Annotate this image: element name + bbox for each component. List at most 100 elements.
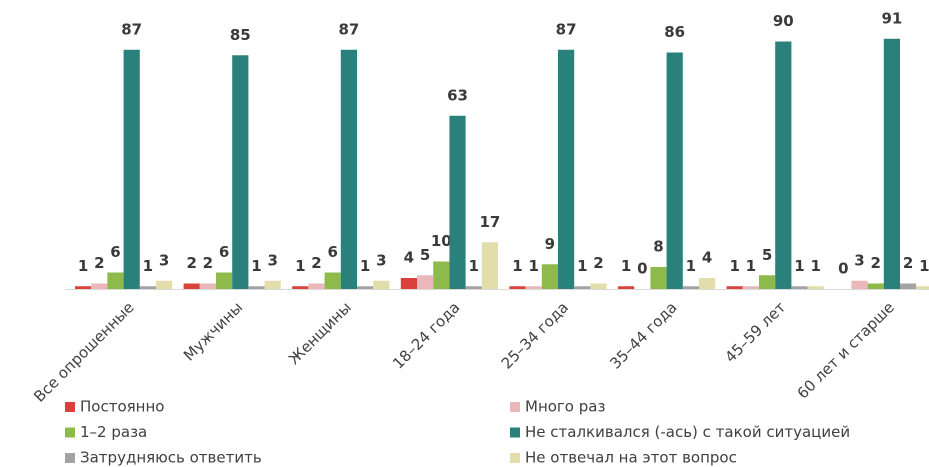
category-label: Мужчины xyxy=(180,298,246,364)
value-label: 6 xyxy=(110,243,120,261)
value-label: 1 xyxy=(810,257,820,275)
bar xyxy=(916,286,929,289)
value-label: 2 xyxy=(186,254,196,272)
value-label: 1 xyxy=(251,257,261,275)
value-label: 9 xyxy=(545,235,555,253)
bar xyxy=(883,38,900,289)
value-label: 3 xyxy=(376,251,386,269)
bar xyxy=(558,49,575,289)
bar xyxy=(232,55,249,289)
value-label: 2 xyxy=(593,254,603,272)
legend-swatch xyxy=(65,402,75,412)
bar xyxy=(465,286,482,289)
value-label: 1 xyxy=(621,257,631,275)
legend-swatch xyxy=(510,453,520,463)
category-label: 25–34 года xyxy=(498,298,572,372)
value-label: 1 xyxy=(295,257,305,275)
value-label: 90 xyxy=(773,12,794,30)
value-label: 2 xyxy=(870,254,880,272)
value-label: 1 xyxy=(512,257,522,275)
legend-label: Постоянно xyxy=(80,398,164,416)
value-label: 87 xyxy=(338,20,359,38)
value-label: 1 xyxy=(919,257,929,275)
bar xyxy=(75,286,92,289)
value-label: 8 xyxy=(653,238,663,256)
category-label: Все опрошенные xyxy=(30,298,137,405)
value-label: 1 xyxy=(468,257,478,275)
legend-label: Много раз xyxy=(525,398,605,416)
legend-swatch xyxy=(510,402,520,412)
value-label: 2 xyxy=(94,254,104,272)
bar xyxy=(91,283,108,289)
bar xyxy=(900,283,917,289)
bar xyxy=(791,286,808,289)
value-label: 6 xyxy=(327,243,337,261)
value-label: 5 xyxy=(762,246,772,264)
bar xyxy=(400,278,417,289)
bar xyxy=(590,283,607,289)
value-label: 1 xyxy=(78,257,88,275)
value-label: 4 xyxy=(404,249,414,267)
bar xyxy=(340,49,357,289)
category-label: 35–44 года xyxy=(606,298,680,372)
category-label: 60 лет и старше xyxy=(794,298,898,402)
value-label: 63 xyxy=(447,86,468,104)
value-label: 1 xyxy=(746,257,756,275)
bar xyxy=(248,286,265,289)
bar xyxy=(541,264,558,289)
value-label: 2 xyxy=(203,254,213,272)
legend-label: Затрудняюсь ответить xyxy=(80,449,262,467)
bar xyxy=(292,286,309,289)
bar xyxy=(481,242,498,289)
value-label: 10 xyxy=(431,232,452,250)
bar xyxy=(216,272,233,289)
legend-label: 1–2 раза xyxy=(80,423,147,441)
legend-swatch xyxy=(510,427,520,438)
value-label: 1 xyxy=(528,257,538,275)
bar xyxy=(650,267,667,289)
bar xyxy=(357,286,374,289)
value-label: 91 xyxy=(881,9,902,27)
bar xyxy=(373,280,390,289)
bar xyxy=(433,261,450,289)
value-label: 85 xyxy=(230,26,251,44)
value-label: 87 xyxy=(121,20,142,38)
bar xyxy=(156,280,173,289)
legend-label: Не отвечал на этот вопрос xyxy=(525,449,737,467)
bar xyxy=(509,286,526,289)
value-label: 1 xyxy=(686,257,696,275)
bar xyxy=(183,283,200,289)
value-label: 1 xyxy=(729,257,739,275)
value-label: 1 xyxy=(577,257,587,275)
bar xyxy=(807,286,824,289)
bar xyxy=(417,275,434,289)
bar xyxy=(666,52,683,289)
bar xyxy=(525,286,542,289)
value-label: 3 xyxy=(267,251,277,269)
value-label: 0 xyxy=(838,260,848,278)
bar xyxy=(574,286,591,289)
bar xyxy=(139,286,156,289)
bar xyxy=(324,272,341,289)
category-label: 45–59 лет xyxy=(721,298,789,366)
value-label: 2 xyxy=(311,254,321,272)
value-label: 17 xyxy=(479,213,500,231)
value-label: 3 xyxy=(159,251,169,269)
legend-swatch xyxy=(65,453,75,463)
bar xyxy=(199,283,216,289)
legend-label: Не сталкивался (-ась) с такой ситуацией xyxy=(525,423,850,441)
bar xyxy=(618,286,635,289)
value-label: 0 xyxy=(637,260,647,278)
bar xyxy=(123,49,140,289)
value-label: 87 xyxy=(556,20,577,38)
bar xyxy=(264,280,281,289)
value-label: 3 xyxy=(854,251,864,269)
bar xyxy=(682,286,699,289)
value-label: 2 xyxy=(903,254,913,272)
value-label: 6 xyxy=(219,243,229,261)
bar xyxy=(699,278,716,289)
bar xyxy=(867,283,884,289)
value-label: 1 xyxy=(143,257,153,275)
bar xyxy=(107,272,124,289)
